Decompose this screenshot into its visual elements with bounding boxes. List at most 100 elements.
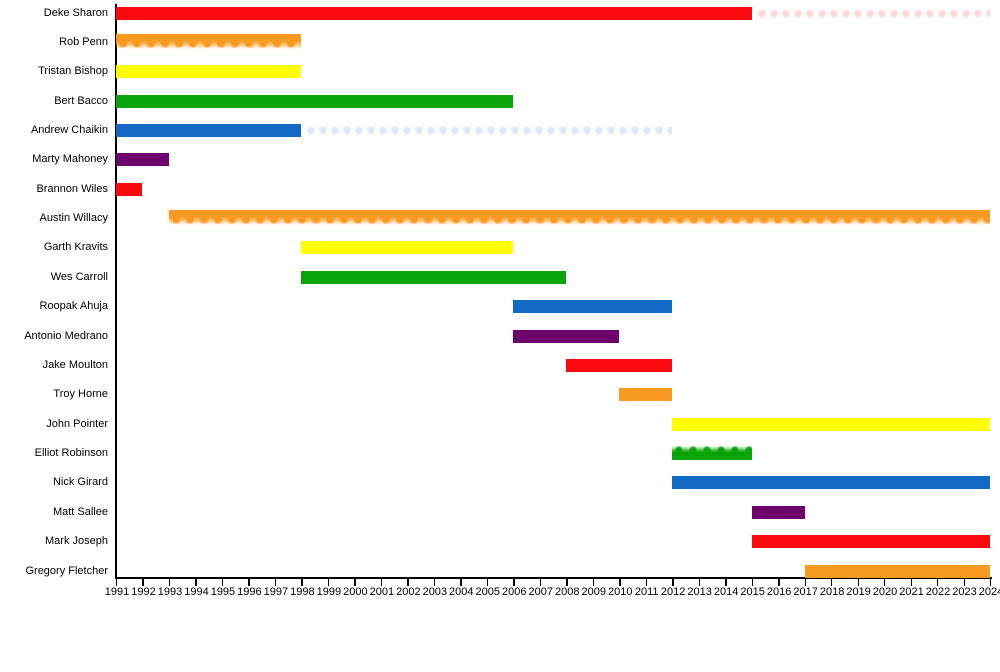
row-label: Jake Moulton (42, 358, 108, 371)
axis-tick (672, 579, 674, 586)
axis-tick (831, 579, 833, 586)
row-label: Austin Willacy (39, 212, 108, 225)
timeline-bar-trail (305, 123, 673, 137)
row-label: Elliot Robinson (34, 447, 108, 460)
timeline-bar (116, 6, 752, 20)
timeline-bar (301, 241, 514, 255)
axis-tick-label: 2016 (766, 586, 792, 598)
timeline-bar (513, 329, 620, 343)
axis-tick (566, 579, 568, 586)
row-label: Mark Joseph (45, 535, 108, 548)
axis-tick-label: 2007 (528, 586, 553, 598)
axis-tick-label: 2015 (740, 586, 765, 598)
timeline-bar (566, 358, 673, 372)
axis-tick-label: 2022 (925, 586, 951, 598)
timeline-bar (116, 182, 143, 196)
timeline-bar (301, 270, 567, 284)
timeline-bar (751, 505, 805, 519)
axis-tick (592, 579, 595, 586)
axis-tick-label: 1991 (104, 586, 130, 598)
axis-tick (990, 579, 992, 586)
timeline-bar (672, 445, 752, 461)
axis-tick-label: 2011 (634, 586, 659, 598)
axis-tick (433, 579, 436, 586)
axis-tick-label: 2006 (502, 586, 527, 598)
row-label: Andrew Chaikin (30, 123, 108, 136)
row-label: Deke Sharon (43, 6, 108, 19)
axis-tick (857, 579, 859, 586)
axis-tick-label: 1993 (157, 586, 183, 598)
axis-tick (354, 579, 356, 586)
axis-tick (168, 579, 171, 586)
row-label: Gregory Fletcher (25, 564, 108, 577)
row-label: Nick Girard (52, 476, 108, 489)
row-label: Rob Penn (59, 35, 108, 48)
axis-tick-label: 1995 (210, 586, 236, 598)
axis-tick-label: 2014 (713, 586, 739, 598)
axis-tick (645, 579, 648, 586)
axis-tick-label: 2020 (872, 586, 898, 598)
axis-tick (804, 579, 806, 586)
axis-tick-label: 2017 (793, 586, 818, 598)
axis-tick-label: 2019 (846, 586, 871, 598)
row-label: Troy Horne (53, 388, 108, 401)
axis-tick-label: 2009 (581, 586, 606, 598)
axis-tick-label: 2002 (396, 586, 421, 598)
axis-tick-label: 2024 (978, 586, 1000, 598)
row-label: Roopak Ahuja (39, 300, 109, 313)
y-axis-line (115, 4, 117, 578)
axis-tick-label: 2018 (819, 586, 845, 598)
axis-tick-label: 1999 (316, 586, 342, 598)
row-label: Brannon Wiles (36, 182, 108, 195)
timeline-bar (513, 300, 673, 314)
axis-tick (301, 579, 303, 586)
axis-tick (751, 579, 754, 586)
axis-tick (910, 579, 912, 586)
axis-tick (380, 579, 383, 586)
timeline-bar (672, 476, 990, 490)
axis-tick-label: 2012 (660, 586, 686, 598)
x-axis-line (115, 577, 992, 579)
axis-tick (884, 579, 886, 586)
timeline-bar (168, 210, 990, 228)
axis-tick-label: 2021 (899, 586, 924, 598)
axis-tick-label: 1994 (184, 586, 209, 598)
axis-tick-label: 2003 (422, 586, 448, 598)
row-label: Matt Sallee (52, 505, 108, 518)
axis-tick-label: 1998 (290, 586, 315, 598)
axis-tick (221, 579, 224, 586)
timeline-bar (619, 388, 673, 402)
axis-tick (963, 579, 965, 586)
axis-tick (937, 579, 939, 586)
axis-tick (327, 579, 330, 586)
timeline-bar (116, 123, 302, 137)
row-label: Bert Bacco (54, 94, 108, 107)
axis-tick (539, 579, 542, 586)
axis-tick-label: 2013 (687, 586, 712, 598)
row-label: Garth Kravits (43, 241, 108, 254)
axis-tick-label: 2008 (554, 586, 580, 598)
row-label: Tristan Bishop (38, 65, 108, 78)
axis-tick (513, 579, 515, 586)
axis-tick-label: 2000 (343, 586, 368, 598)
axis-tick (486, 579, 489, 586)
timeline-bar (116, 94, 514, 108)
axis-tick-label: 2005 (475, 586, 501, 598)
axis-tick (725, 579, 727, 586)
axis-tick (407, 579, 409, 586)
axis-tick-label: 2001 (369, 586, 395, 598)
timeline-bar (116, 153, 169, 167)
axis-tick-label: 1997 (263, 586, 289, 598)
timeline-bar (751, 535, 990, 549)
axis-tick (195, 579, 197, 586)
timeline-bar (116, 65, 302, 79)
axis-tick (778, 579, 780, 586)
timeline-bar-trail (755, 6, 990, 20)
axis-tick-label: 2010 (607, 586, 633, 598)
timeline-bar (804, 564, 990, 578)
axis-tick (116, 579, 118, 586)
axis-tick (619, 579, 621, 586)
axis-tick (698, 579, 701, 586)
row-label: Marty Mahoney (32, 153, 108, 166)
